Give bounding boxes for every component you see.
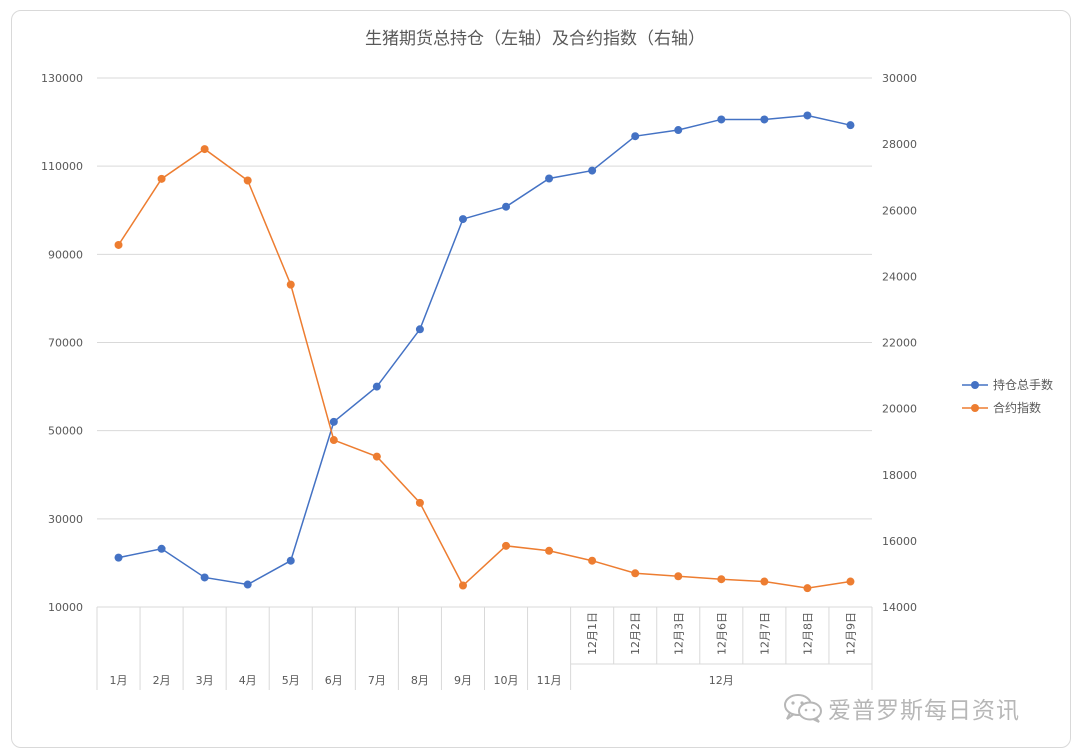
series-contract-index: [114, 145, 855, 593]
category-label: 12月1日: [586, 612, 599, 655]
data-point: [200, 145, 209, 154]
category-label: 12月6日: [715, 612, 728, 655]
legend-label: 合约指数: [993, 400, 1041, 415]
right-tick-label: 22000: [882, 337, 917, 350]
data-point: [502, 202, 511, 211]
chart-title: 生猪期货总持仓（左轴）及合约指数（右轴）: [365, 29, 705, 49]
data-point: [157, 544, 166, 553]
category-axis: 1月 2月 3月 4月 5月 6月 7月 8月 9月 10月 11月 12月1日 12月2日 12月3日 1…: [96, 607, 873, 690]
series: [114, 111, 855, 593]
data-point: [588, 556, 597, 565]
data-point: [157, 174, 166, 183]
data-point: [674, 126, 683, 135]
data-point: [717, 115, 726, 124]
category-label: 8月: [411, 674, 429, 687]
category-label: 4月: [239, 674, 257, 687]
data-point: [114, 553, 123, 562]
data-point: [803, 584, 812, 593]
data-point: [200, 573, 209, 582]
left-tick-label: 110000: [41, 160, 83, 173]
data-point: [243, 580, 252, 589]
data-point: [114, 240, 123, 249]
data-point: [286, 280, 295, 289]
left-tick-label: 90000: [48, 248, 83, 261]
data-point: [415, 498, 424, 507]
category-label: 12月2日: [629, 612, 642, 655]
category-label: 12月3日: [672, 612, 685, 655]
left-tick-label: 70000: [48, 337, 83, 350]
category-label: 9月: [454, 674, 472, 687]
left-tick-label: 10000: [48, 601, 83, 614]
data-point: [760, 577, 769, 586]
series-line: [117, 148, 851, 589]
legend-item: 持仓总手数: [962, 377, 1053, 392]
data-point: [415, 325, 424, 334]
data-point: [588, 166, 597, 175]
left-tick-label: 30000: [48, 513, 83, 526]
category-label: 6月: [325, 674, 343, 687]
data-point: [846, 577, 855, 586]
category-label: 1月: [110, 674, 128, 687]
category-label: 10月: [494, 674, 519, 687]
right-axis: 30000 28000 26000 24000 22000 20000 18000 16000…: [882, 72, 917, 614]
legend-item: 合约指数: [962, 400, 1041, 415]
category-label: 2月: [153, 674, 171, 687]
category-label: 7月: [368, 674, 386, 687]
data-point: [329, 417, 338, 426]
category-label: 11月: [537, 674, 562, 687]
right-tick-label: 24000: [882, 270, 917, 283]
data-point: [803, 111, 812, 120]
right-tick-label: 26000: [882, 204, 917, 217]
watermark-text: 爱普罗斯每日资讯: [828, 698, 1020, 724]
wechat-icon: [784, 694, 822, 723]
grid: [97, 77, 872, 608]
series-open-interest: [114, 111, 855, 589]
right-tick-label: 20000: [882, 403, 917, 416]
right-tick-label: 16000: [882, 535, 917, 548]
data-point: [846, 121, 855, 130]
data-point: [674, 572, 683, 581]
watermark: 爱普罗斯每日资讯: [782, 690, 1020, 726]
data-point: [631, 569, 640, 578]
right-tick-label: 28000: [882, 138, 917, 151]
left-tick-label: 130000: [41, 72, 83, 85]
data-point: [545, 546, 554, 555]
data-point: [760, 115, 769, 124]
data-point: [502, 541, 511, 550]
data-point: [717, 575, 726, 584]
category-label: 5月: [282, 674, 300, 687]
right-tick-label: 14000: [882, 601, 917, 614]
data-point: [458, 581, 467, 590]
data-point: [631, 132, 640, 141]
category-label: 12月9日: [844, 612, 857, 655]
legend-label: 持仓总手数: [993, 377, 1053, 392]
category-group-label: 12月: [709, 674, 734, 687]
left-axis: 130000 110000 90000 70000 50000 30000 10000: [41, 72, 83, 614]
data-point: [286, 556, 295, 565]
data-point: [372, 382, 381, 391]
data-point: [243, 176, 252, 185]
data-point: [372, 452, 381, 461]
chart-frame: [11, 10, 1071, 748]
data-point: [458, 215, 467, 224]
right-tick-label: 30000: [882, 72, 917, 85]
left-tick-label: 50000: [48, 425, 83, 438]
category-label: 3月: [196, 674, 214, 687]
legend-marker: [971, 381, 979, 389]
series-line: [118, 114, 851, 586]
category-label: 12月8日: [801, 612, 814, 655]
legend-marker: [971, 404, 979, 412]
category-label: 12月7日: [758, 612, 771, 655]
right-tick-label: 18000: [882, 469, 917, 482]
data-point: [545, 174, 554, 183]
data-point: [329, 436, 338, 445]
